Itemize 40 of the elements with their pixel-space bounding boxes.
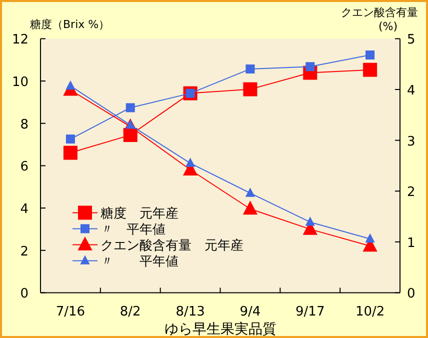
point xyxy=(246,64,255,74)
y2-tick-label: 4 xyxy=(407,84,416,98)
point xyxy=(63,146,78,160)
point xyxy=(306,62,315,72)
y2-tick-label: 1 xyxy=(407,236,416,251)
y2-tick-label: 2 xyxy=(407,185,416,200)
x-tick-label: 7/16 xyxy=(56,304,86,320)
point xyxy=(66,134,75,144)
y-axis-title: 糖度（Brix %） xyxy=(30,18,110,31)
point xyxy=(366,50,375,60)
point xyxy=(246,188,255,197)
y-tick-label: 2 xyxy=(20,244,28,260)
x-tick-label: 8/13 xyxy=(176,304,205,320)
legend-label: 糖度 元年産 xyxy=(100,206,178,222)
point xyxy=(243,201,258,215)
point xyxy=(363,62,378,77)
point xyxy=(186,158,195,167)
y-tick-label: 12 xyxy=(12,32,28,48)
x-tick-label: 9/4 xyxy=(240,304,261,320)
y-tick-label: 4 xyxy=(20,202,28,218)
point xyxy=(243,82,258,96)
y2-tick-label: 3 xyxy=(407,134,416,150)
x-axis-title: ゆら早生果実品質 xyxy=(164,322,276,338)
y2-tick-label: 0 xyxy=(407,286,416,302)
y2-tick-label: 5 xyxy=(407,32,416,48)
point xyxy=(306,217,315,226)
y2-axis-title: クエン酸含有量 (%) xyxy=(341,6,418,33)
point xyxy=(126,103,135,112)
legend-label: クエン酸含有量 元年産 xyxy=(100,238,244,254)
y-tick-label: 6 xyxy=(20,160,28,175)
x-tick-label: 9/17 xyxy=(296,304,325,320)
point xyxy=(366,234,375,243)
x-tick-label: 10/2 xyxy=(355,304,385,320)
legend-label: 〃 平年値 xyxy=(100,222,166,238)
y-tick-label: 0 xyxy=(20,286,28,302)
legend-label: 〃 平年値 xyxy=(100,254,178,270)
point xyxy=(66,81,75,90)
x-tick-label: 8/2 xyxy=(120,304,141,320)
y-tick-label: 10 xyxy=(12,75,28,90)
y-tick-label: 8 xyxy=(20,117,28,132)
